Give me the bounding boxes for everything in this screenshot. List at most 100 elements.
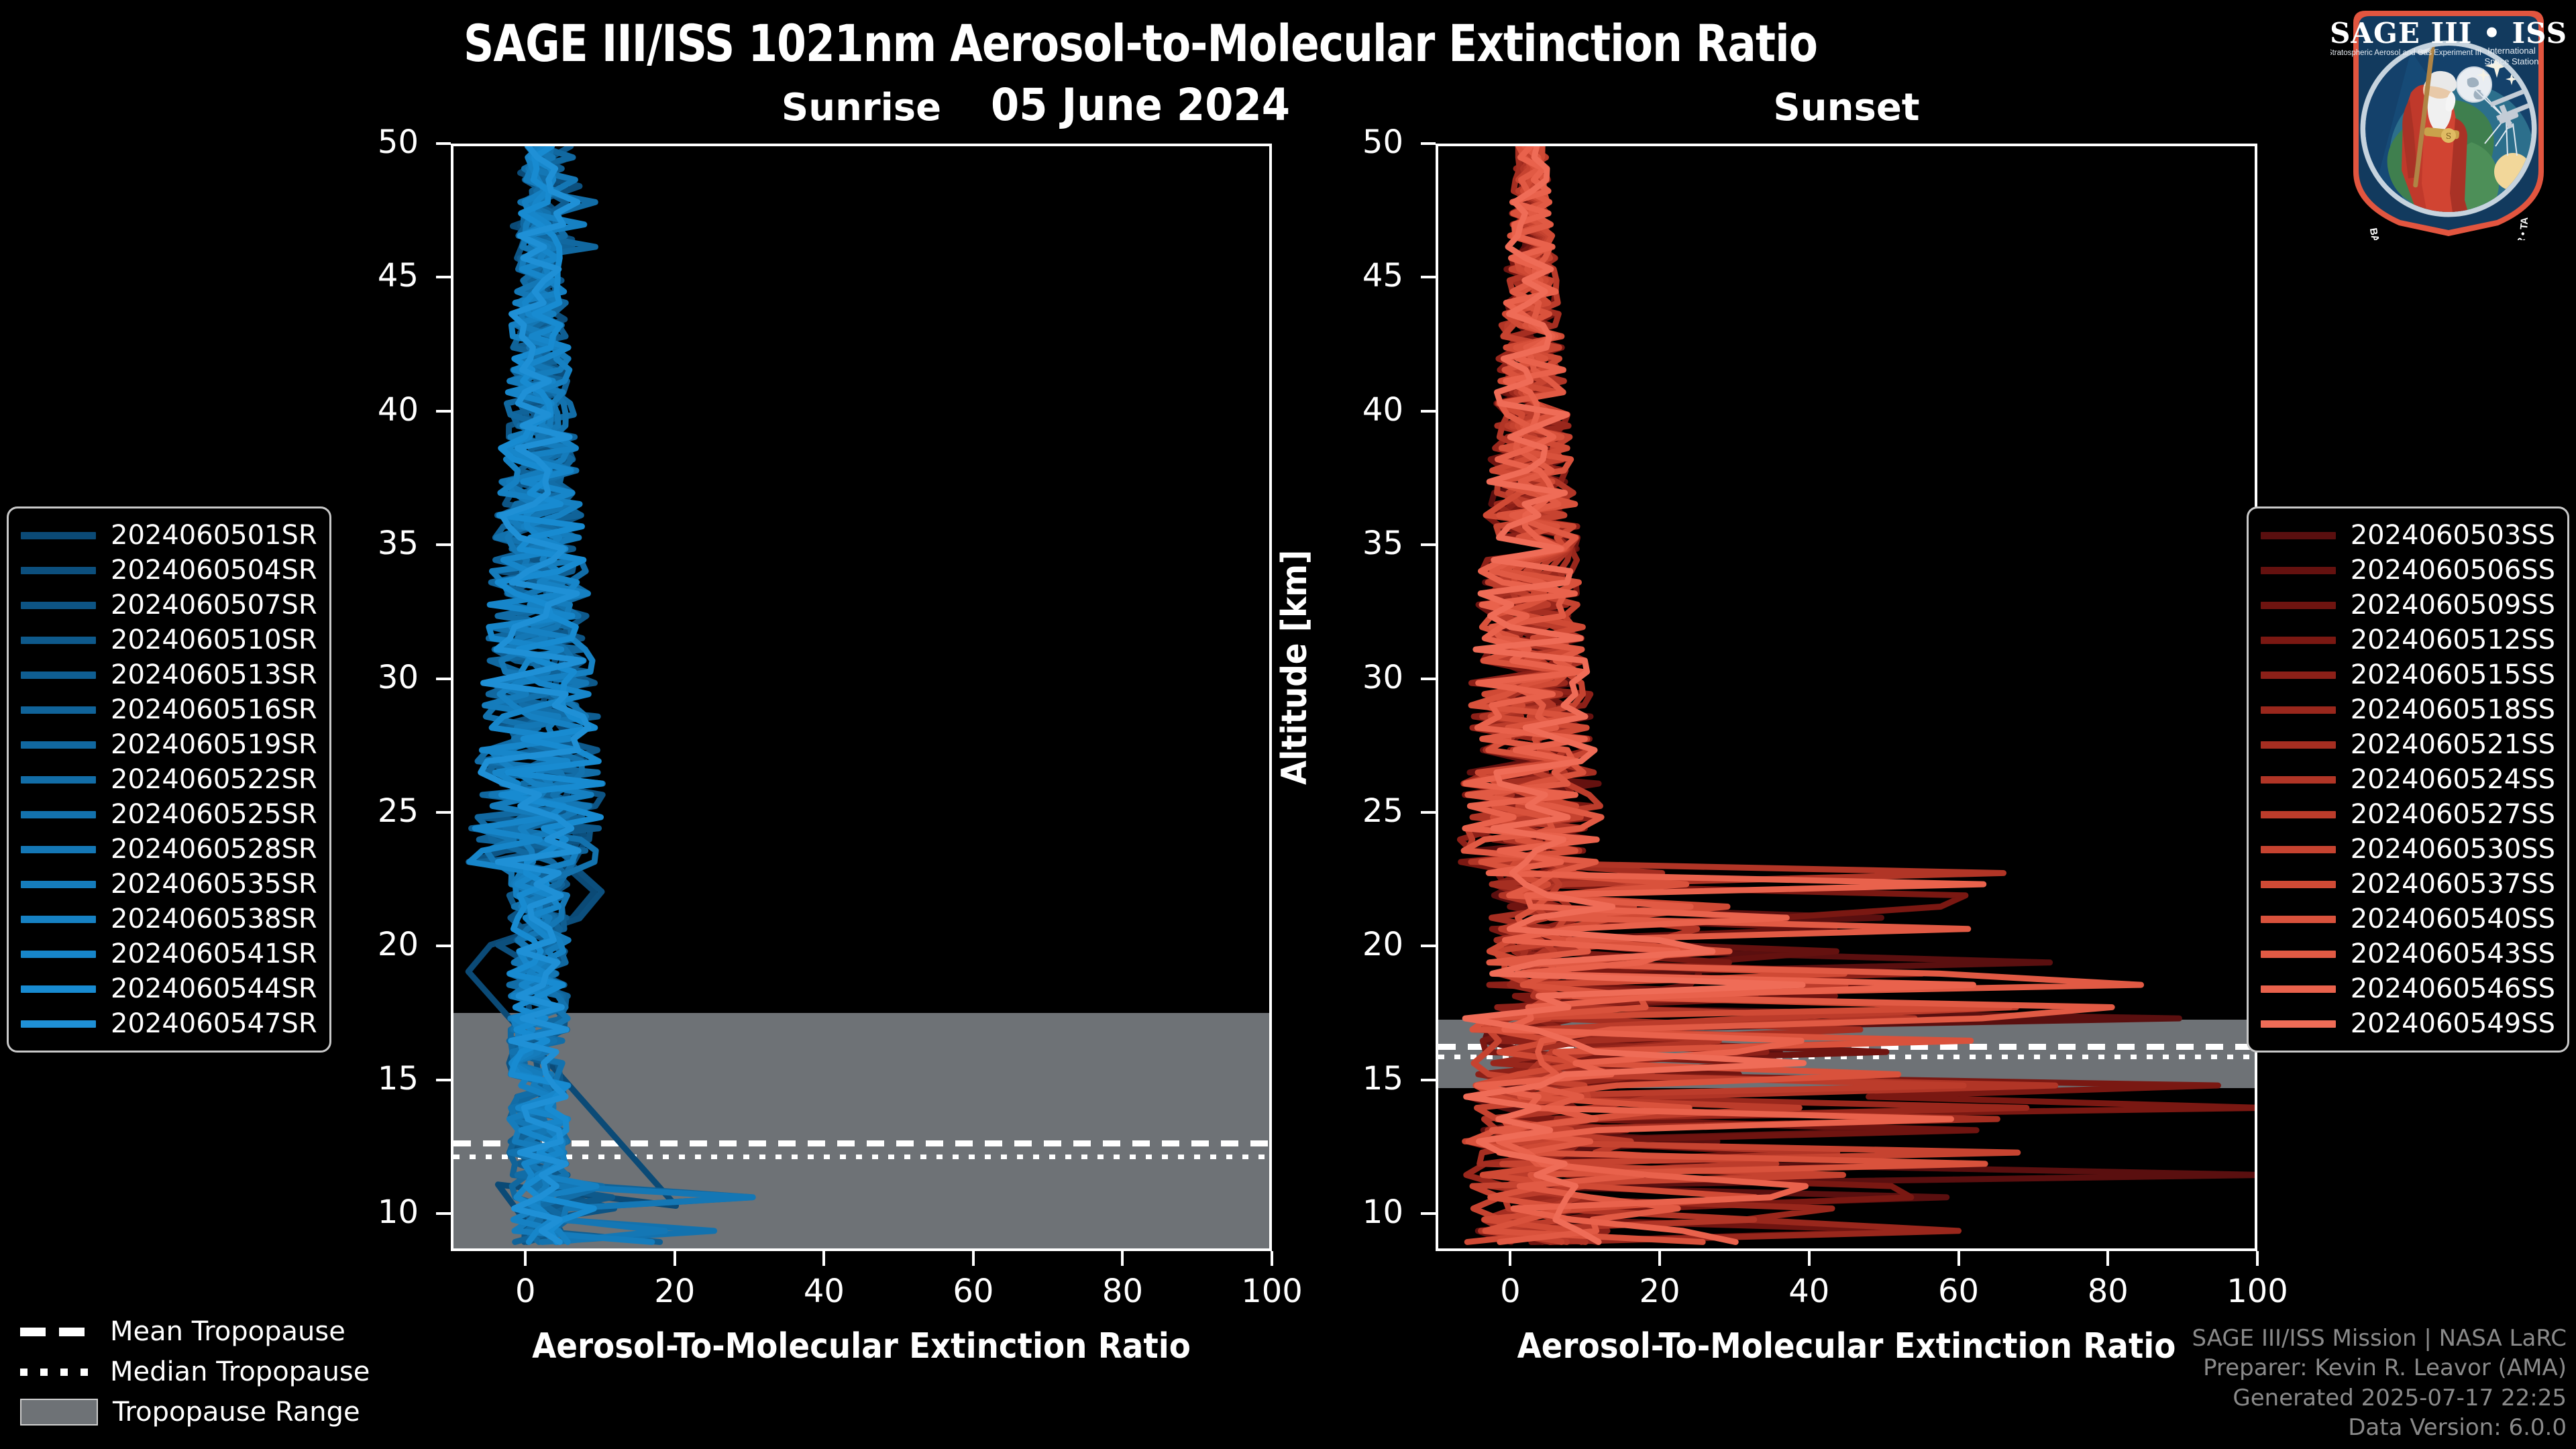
credits-data-version: Data Version: 6.0.0 <box>2348 1413 2567 1441</box>
series-color-swatch-icon <box>2260 950 2336 958</box>
legend-item[interactable]: 2024060516SR <box>21 692 317 727</box>
svg-text:SAGE III • ISS: SAGE III • ISS <box>2330 17 2567 50</box>
y-tick-label: 35 <box>377 525 419 563</box>
y-tick-label: 15 <box>377 1059 419 1097</box>
legend-label: 2024060546SS <box>2350 973 2555 1004</box>
data-trace <box>1462 146 1807 1245</box>
sunrise-plot-area <box>451 144 1272 1251</box>
y-tick-label: 30 <box>1362 658 1403 696</box>
x-tick-label: 60 <box>1937 1273 1980 1310</box>
legend-label: 2024060543SS <box>2350 938 2555 969</box>
legend-label: 2024060524SS <box>2350 764 2555 795</box>
series-color-swatch-icon <box>21 775 96 784</box>
legend-label: 2024060549SS <box>2350 1008 2555 1039</box>
series-color-swatch-icon <box>21 915 96 923</box>
x-tick <box>822 1251 826 1266</box>
x-tick-label: 0 <box>1500 1273 1521 1310</box>
x-tick <box>524 1251 527 1266</box>
series-color-swatch-icon <box>2260 671 2336 679</box>
series-color-swatch-icon <box>21 531 96 539</box>
legend-item[interactable]: 2024060538SR <box>21 902 317 936</box>
legend-item[interactable]: 2024060509SS <box>2260 588 2555 623</box>
series-color-swatch-icon <box>21 566 96 574</box>
y-tick <box>1421 1078 1436 1081</box>
sage-iii-iss-mission-patch-logo: S BALL • NASA LANGLEY RESEARCH CENTER • … <box>2330 4 2567 240</box>
sunset-plot-area <box>1436 144 2257 1251</box>
legend-item[interactable]: 2024060546SS <box>2260 971 2555 1006</box>
sunset-median-tropopause-line <box>1438 1054 2255 1059</box>
legend-item[interactable]: 2024060540SS <box>2260 902 2555 936</box>
legend-item[interactable]: 2024060501SR <box>21 518 317 553</box>
legend-item[interactable]: 2024060506SS <box>2260 553 2555 588</box>
legend-item[interactable]: 2024060522SR <box>21 762 317 797</box>
legend-item[interactable]: 2024060527SS <box>2260 797 2555 832</box>
series-color-swatch-icon <box>2260 601 2336 609</box>
y-axis-title: Altitude [km] <box>1275 549 1315 785</box>
series-color-swatch-icon <box>2260 636 2336 644</box>
y-tick-label: 40 <box>377 390 419 429</box>
legend-label: 2024060527SS <box>2350 799 2555 830</box>
legend-item[interactable]: 2024060524SS <box>2260 762 2555 797</box>
credits-preparer: Preparer: Kevin R. Leavor (AMA) <box>2203 1354 2567 1382</box>
series-color-swatch-icon <box>21 985 96 993</box>
series-color-swatch-icon <box>2260 775 2336 784</box>
legend-item[interactable]: 2024060513SR <box>21 657 317 692</box>
x-tick <box>673 1251 676 1266</box>
series-color-swatch-icon <box>2260 741 2336 749</box>
y-tick <box>1421 409 1436 413</box>
legend-label: 2024060506SS <box>2350 555 2555 586</box>
series-color-swatch-icon <box>21 1020 96 1028</box>
y-tick <box>1421 543 1436 547</box>
legend-item[interactable]: 2024060515SS <box>2260 657 2555 692</box>
legend-item[interactable]: 2024060525SR <box>21 797 317 832</box>
legend-item[interactable]: 2024060535SR <box>21 867 317 902</box>
x-tick <box>1807 1251 1811 1266</box>
legend-label: 2024060519SR <box>111 729 317 760</box>
legend-item[interactable]: 2024060549SS <box>2260 1006 2555 1041</box>
x-tick-label: 80 <box>1102 1273 1143 1310</box>
series-color-swatch-icon <box>2260 1020 2336 1028</box>
svg-text:Space Station: Space Station <box>2485 56 2539 66</box>
tropopause-legend: Mean Tropopause Median Tropopause Tropop… <box>20 1311 370 1432</box>
legend-label: 2024060537SS <box>2350 869 2555 900</box>
series-color-swatch-icon <box>2260 915 2336 923</box>
legend-item-tropopause-range: Tropopause Range <box>20 1392 370 1432</box>
legend-item[interactable]: 2024060510SR <box>21 623 317 657</box>
y-tick-label: 45 <box>1362 257 1403 295</box>
legend-item[interactable]: 2024060512SS <box>2260 623 2555 657</box>
sunrise-data-traces <box>453 146 1269 1248</box>
y-tick <box>436 543 451 547</box>
legend-label-median-tropopause: Median Tropopause <box>110 1356 370 1387</box>
series-color-swatch-icon <box>21 950 96 958</box>
x-tick-label: 20 <box>654 1273 696 1310</box>
legend-item[interactable]: 2024060521SS <box>2260 727 2555 762</box>
series-color-swatch-icon <box>2260 531 2336 539</box>
legend-item[interactable]: 2024060503SS <box>2260 518 2555 553</box>
tropopause-range-swatch-icon <box>20 1399 98 1426</box>
y-tick-label: 25 <box>1362 792 1403 830</box>
legend-item[interactable]: 2024060519SR <box>21 727 317 762</box>
y-tick <box>436 1212 451 1216</box>
legend-item[interactable]: 2024060547SR <box>21 1006 317 1041</box>
sunrise-panel-title: Sunrise <box>781 86 942 129</box>
legend-item[interactable]: 2024060518SS <box>2260 692 2555 727</box>
mean-tropopause-swatch-icon <box>20 1327 95 1336</box>
legend-item[interactable]: 2024060530SS <box>2260 832 2555 867</box>
svg-text:International: International <box>2487 46 2536 56</box>
legend-item-mean-tropopause: Mean Tropopause <box>20 1311 370 1352</box>
x-tick <box>1658 1251 1662 1266</box>
legend-item[interactable]: 2024060541SR <box>21 936 317 971</box>
x-tick-label: 100 <box>2226 1273 2288 1310</box>
sunrise-median-tropopause-line <box>453 1155 1269 1160</box>
legend-label: 2024060501SR <box>111 520 317 551</box>
legend-label: 2024060540SS <box>2350 904 2555 934</box>
series-color-swatch-icon <box>2260 566 2336 574</box>
legend-item[interactable]: 2024060528SR <box>21 832 317 867</box>
legend-item[interactable]: 2024060537SS <box>2260 867 2555 902</box>
legend-item[interactable]: 2024060504SR <box>21 553 317 588</box>
y-tick <box>436 810 451 814</box>
legend-item[interactable]: 2024060543SS <box>2260 936 2555 971</box>
legend-item[interactable]: 2024060544SR <box>21 971 317 1006</box>
legend-item[interactable]: 2024060507SR <box>21 588 317 623</box>
y-tick <box>1421 276 1436 279</box>
